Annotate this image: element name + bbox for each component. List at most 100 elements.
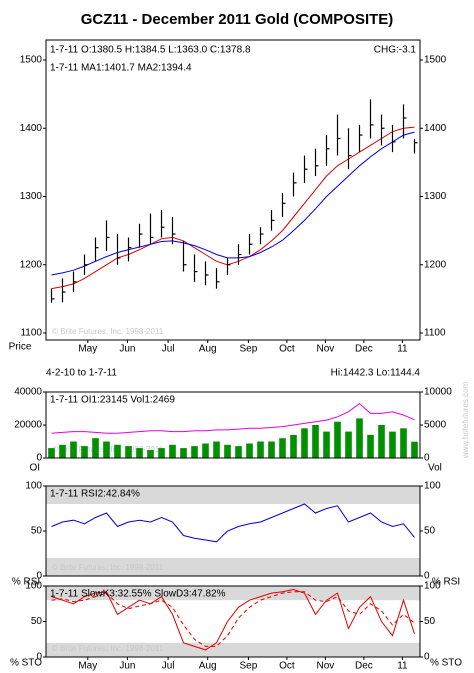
series-line [51,126,415,290]
volume-bar [81,446,88,458]
x-tick-label: Aug [199,344,217,355]
y-tick-label: 20000 [14,420,42,431]
volume-bar [411,441,418,458]
x-tick-label: Jun [119,661,135,672]
watermark: © Brite Futures, Inc. 1998-2011 [52,644,164,653]
series-line [51,131,415,276]
panel-info: 1-7-11 O:1380.5 H:1384.5 L:1363.0 C:1378… [50,45,251,56]
y-axis-label: Price [9,342,32,353]
volume-bar [202,443,209,458]
volume-bar [59,444,66,458]
y-tick-label: 100 [25,581,42,592]
x-tick-label: Jul [162,344,175,355]
volume-bar [268,441,275,458]
panel-info: 1-7-11 OI1:23145 Vol1:2469 [50,395,175,406]
y-tick-label-right: 0 [424,571,430,582]
x-tick-label: Aug [199,661,217,672]
x-tick-label: Jun [119,344,135,355]
volume-bar [158,448,165,458]
shaded-band [46,558,420,576]
volume-bar [114,444,121,458]
volume-bar [147,450,154,458]
y-tick-label-right: 100 [424,481,441,492]
y-tick-label-right: 50 [424,616,436,627]
y-tick-label: 1500 [20,55,43,66]
y-tick-label-right: 1500 [424,55,447,66]
series-line [51,588,415,651]
volume-bar [92,438,99,458]
panel-info: 1-7-11 RSI2:42.84% [50,489,140,500]
y-tick-label-right: 1200 [424,259,447,270]
x-tick-label: Oct [279,344,295,355]
x-tick-label: Sep [240,344,258,355]
volume-bar [180,448,187,458]
y-tick-label: 0 [36,453,42,464]
volume-bar [246,443,253,458]
y-axis-label: % RSI [12,577,40,588]
x-tick-label: Nov [317,344,335,355]
volume-bar [169,444,176,458]
volume-bar [290,434,297,458]
y2-tick-label: 0 [424,453,430,464]
y-tick-label: 50 [31,526,43,537]
volume-bar [345,431,352,458]
volume-bar [378,425,385,458]
volume-bar [235,446,242,458]
volume-bar [301,428,308,458]
watermark: © Brite Futures, Inc. 1998-2011 [52,563,164,572]
x-tick-label: May [78,661,97,672]
series-line [51,503,415,543]
x-tick-label: Jul [162,661,175,672]
panel-frame [45,485,421,577]
x-tick-label: Oct [279,661,295,672]
change-label: CHG:-3.1 [374,45,417,56]
series-line [51,402,415,434]
y-axis-label: % STO [10,658,42,669]
x-tick-label: 11 [397,661,408,672]
panel-frame [45,391,421,459]
x-tick-label: Sep [240,661,258,672]
y-tick-label-right: 1300 [424,191,447,202]
volume-bar [323,431,330,458]
legend-right: Vol [428,463,442,474]
volume-bar [279,438,286,458]
y-tick-label: 1100 [20,328,42,339]
volume-bar [312,425,319,458]
y-tick-label-right: 100 [424,581,441,592]
y-axis-label-right: % STO [430,658,462,669]
y2-tick-label: 10000 [424,387,452,398]
x-tick-label: 11 [397,344,408,355]
volume-bar [257,441,264,458]
x-tick-label: Nov [317,661,335,672]
y-axis-label-right: % RSI [432,577,460,588]
watermark: © Brite Futures, Inc. 1998-2011 [52,327,164,336]
volume-bar [191,446,198,458]
range-text: 4-2-10 to 1-7-11 [46,368,117,379]
volume-bar [400,428,407,458]
hilo-text: Hi:1442.3 Lo:1144.4 [331,368,421,379]
x-tick-label: Dec [355,661,373,672]
volume-bar [125,446,132,458]
volume-bar [334,421,341,458]
y-tick-label: 1300 [20,191,43,202]
volume-bar [224,444,231,458]
panel-frame [45,39,421,341]
y-tick-label: 0 [36,652,42,663]
volume-bar [213,441,220,458]
volume-bar [136,448,143,458]
volume-bar [70,441,77,458]
y-tick-label: 50 [31,616,43,627]
y-tick-label: 1400 [20,123,43,134]
panel-frame [45,585,421,658]
panel-info: 1-7-11 SlowK3:32.55% SlowD3:47.82% [50,589,226,600]
volume-bar [389,431,396,458]
y2-tick-label: 5000 [424,420,447,431]
y-tick-label-right: 1400 [424,123,447,134]
y-tick-label: 100 [25,481,42,492]
chart-title: GCZ11 - December 2011 Gold (COMPOSITE) [81,11,394,28]
y-tick-label-right: 50 [424,526,436,537]
volume-bar [356,418,363,458]
series-line [51,591,415,647]
site-watermark: www.britefutures.com [461,381,470,459]
